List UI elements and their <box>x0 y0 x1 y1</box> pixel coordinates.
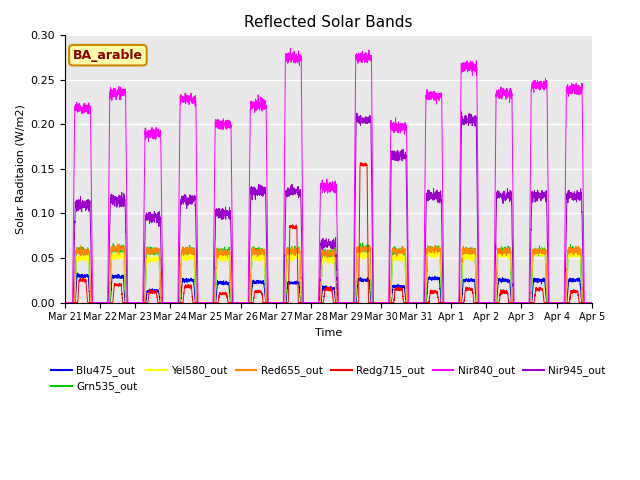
Grn535_out <box>588 300 596 305</box>
Redg715_out <box>476 300 484 305</box>
Nir945_out <box>61 300 69 305</box>
Red655_out <box>588 300 595 305</box>
Blu475_out <box>74 270 81 276</box>
Redg715_out <box>308 300 316 305</box>
Nir840_out <box>61 300 69 305</box>
Red655_out <box>588 300 596 305</box>
Redg715_out <box>417 300 425 305</box>
Y-axis label: Solar Raditaion (W/m2): Solar Raditaion (W/m2) <box>15 104 25 234</box>
Nir840_out <box>417 300 425 305</box>
Red655_out <box>476 300 484 305</box>
Redg715_out <box>357 160 365 166</box>
X-axis label: Time: Time <box>315 328 342 338</box>
Redg715_out <box>446 300 454 305</box>
Yel580_out <box>476 300 484 305</box>
Grn535_out <box>417 300 425 305</box>
Red655_out <box>308 300 316 305</box>
Red655_out <box>417 300 425 305</box>
Nir840_out <box>287 46 294 51</box>
Nir945_out <box>446 300 454 305</box>
Grn535_out <box>476 300 484 305</box>
Blu475_out <box>446 300 454 305</box>
Grn535_out <box>308 300 316 305</box>
Red655_out <box>446 300 454 305</box>
Nir840_out <box>446 300 454 305</box>
Red655_out <box>116 241 124 247</box>
Yel580_out <box>61 300 69 305</box>
Redg715_out <box>588 300 596 305</box>
Yel580_out <box>538 246 545 252</box>
Grn535_out <box>359 240 367 246</box>
Redg715_out <box>61 300 69 305</box>
Yel580_out <box>156 270 163 276</box>
Nir840_out <box>476 300 484 305</box>
Nir945_out <box>156 214 163 220</box>
Line: Grn535_out: Grn535_out <box>65 243 592 302</box>
Line: Nir945_out: Nir945_out <box>65 112 592 302</box>
Nir945_out <box>458 109 465 115</box>
Nir840_out <box>308 300 316 305</box>
Line: Redg715_out: Redg715_out <box>65 163 592 302</box>
Blu475_out <box>156 297 164 302</box>
Grn535_out <box>588 300 595 305</box>
Grn535_out <box>446 300 454 305</box>
Line: Red655_out: Red655_out <box>65 244 592 302</box>
Redg715_out <box>588 300 595 305</box>
Nir945_out <box>588 300 596 305</box>
Yel580_out <box>588 300 595 305</box>
Yel580_out <box>417 300 425 305</box>
Blu475_out <box>61 300 69 305</box>
Blu475_out <box>308 300 316 305</box>
Blu475_out <box>476 300 484 305</box>
Nir840_out <box>588 300 596 305</box>
Red655_out <box>156 257 164 263</box>
Nir840_out <box>588 300 595 305</box>
Line: Nir840_out: Nir840_out <box>65 48 592 302</box>
Grn535_out <box>61 300 69 305</box>
Blu475_out <box>417 300 425 305</box>
Text: BA_arable: BA_arable <box>73 48 143 62</box>
Blu475_out <box>588 300 596 305</box>
Nir945_out <box>588 300 595 305</box>
Red655_out <box>61 300 69 305</box>
Redg715_out <box>156 300 163 305</box>
Yel580_out <box>446 300 454 305</box>
Line: Blu475_out: Blu475_out <box>65 273 592 302</box>
Grn535_out <box>156 275 163 281</box>
Nir840_out <box>156 130 163 135</box>
Yel580_out <box>308 300 316 305</box>
Nir945_out <box>308 300 316 305</box>
Nir945_out <box>417 300 425 305</box>
Legend: Blu475_out, Grn535_out, Yel580_out, Red655_out, Redg715_out, Nir840_out, Nir945_: Blu475_out, Grn535_out, Yel580_out, Red6… <box>47 361 610 396</box>
Blu475_out <box>588 300 595 305</box>
Line: Yel580_out: Yel580_out <box>65 249 592 302</box>
Yel580_out <box>588 300 596 305</box>
Title: Reflected Solar Bands: Reflected Solar Bands <box>244 15 413 30</box>
Nir945_out <box>476 300 484 305</box>
